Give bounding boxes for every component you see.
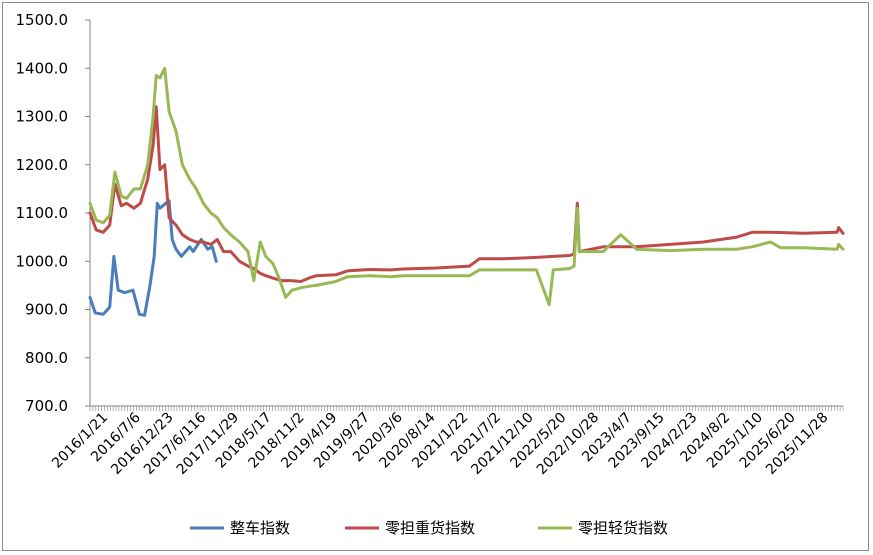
y-tick-label: 900.0 <box>25 301 68 319</box>
legend-label-1: 整车指数 <box>230 519 290 537</box>
x-axis: 2016/1/212016/7/62016/12/232017/6/116201… <box>49 405 844 478</box>
legend-label-2: 零担重货指数 <box>385 519 475 537</box>
y-tick-label: 700.0 <box>25 397 68 415</box>
legend-label-3: 零担轻货指数 <box>578 519 668 537</box>
series-layer <box>88 66 845 317</box>
y-tick-label: 800.0 <box>25 349 68 367</box>
y-tick-label: 1200.0 <box>16 156 69 174</box>
series-line-3 <box>88 66 845 307</box>
y-tick-label: 1500.0 <box>16 11 69 29</box>
y-tick-label: 1000.0 <box>16 252 69 270</box>
y-tick-label: 1100.0 <box>16 204 69 222</box>
y-axis: 700.0 800.0 900.0 1000.0 1100.0 1200.0 1300.0 1… <box>16 11 91 415</box>
series-line-2 <box>88 105 845 283</box>
y-tick-label: 1400.0 <box>16 59 69 77</box>
series-line-1 <box>88 199 218 317</box>
legend: 整车指数 零担重货指数 零担轻货指数 <box>190 519 668 537</box>
y-tick-label: 1300.0 <box>16 108 69 126</box>
